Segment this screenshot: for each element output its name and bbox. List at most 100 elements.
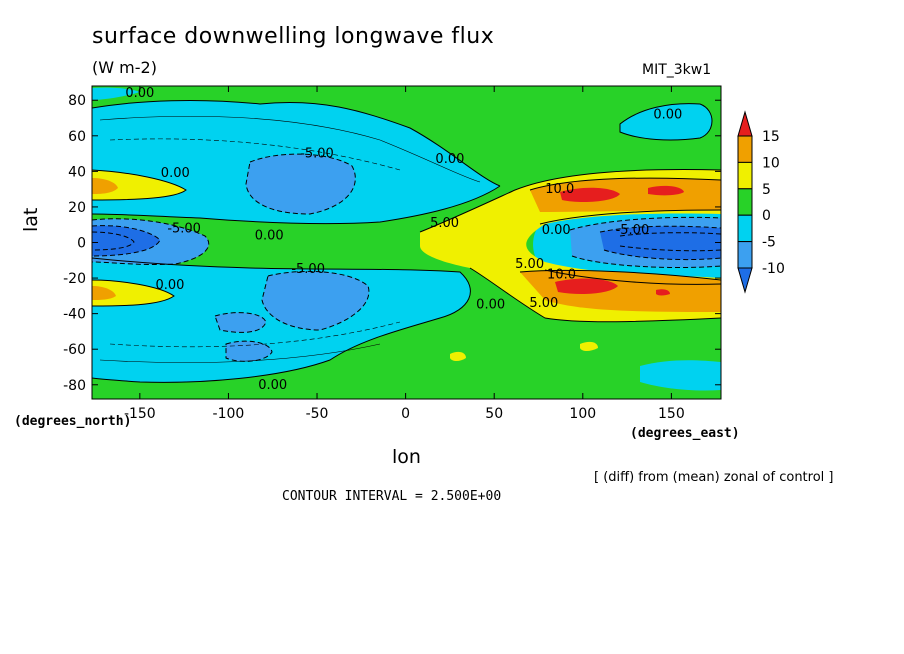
region-red-north-2 <box>648 185 684 196</box>
contour-line-negative <box>571 255 721 269</box>
contour-line <box>539 209 721 225</box>
contour-line-negative <box>92 225 161 257</box>
y-tick-label: 60 <box>68 129 86 145</box>
x-tick-label: -50 <box>306 406 329 422</box>
contour-line-negative <box>92 231 135 251</box>
region-yellow-spot-1 <box>450 351 466 361</box>
region-red-south-2 <box>656 289 670 296</box>
contour-value-label: 0.00 <box>155 278 184 293</box>
y-tick-label: 80 <box>68 93 86 109</box>
y-tick-label: 20 <box>68 200 86 216</box>
contour-line <box>92 100 501 187</box>
contour-line <box>92 185 501 225</box>
contour-value-label: -5.00 <box>616 223 650 238</box>
model-label: MIT_3kw1 <box>642 62 712 78</box>
region-cyan-nw-arctic <box>92 87 140 100</box>
x-tick-label: 0 <box>401 406 410 422</box>
contour-value-label: 0.00 <box>255 228 284 243</box>
contour-line <box>99 115 481 183</box>
y-tick-label: 0 <box>77 236 86 252</box>
colorbar-label: 0 <box>762 208 771 224</box>
y-unit-label: (degrees_north) <box>14 414 132 429</box>
x-unit-label: (degrees_east) <box>630 426 740 441</box>
contour-line <box>544 269 721 285</box>
contour-line-negative <box>109 138 401 171</box>
colorbar-swatch <box>737 135 753 163</box>
contour-line <box>92 257 471 383</box>
region-blue-south-west <box>215 312 266 333</box>
x-tick-label: 150 <box>658 406 685 422</box>
y-axis: 80 60 40 20 0 -20 -40 -60 -80 <box>63 93 721 394</box>
contour-line <box>92 169 187 201</box>
contour-value-label: 0.00 <box>476 298 505 313</box>
region-red-south <box>555 278 618 294</box>
colorbar-cap-bottom <box>737 267 753 294</box>
x-tick-label: 100 <box>569 406 596 422</box>
contour-line-negative <box>92 218 210 266</box>
x-axis: -150 -100 -50 0 50 100 150 <box>124 86 685 422</box>
colorbar-label: 15 <box>762 129 780 145</box>
plot-field: 0.00 0.00 -5.00 0.00 0.00 10.0 -5.00 5.00 0.00 0.… <box>92 86 721 399</box>
region-yellow-west-n <box>92 170 186 200</box>
region-blue-north-mid <box>246 154 356 214</box>
contour-line <box>469 267 721 323</box>
contour-line-negative <box>214 312 267 333</box>
contour-value-label: 0.00 <box>161 166 190 181</box>
contour-value-label: 0.00 <box>435 152 464 167</box>
colorbar-swatch <box>737 161 753 190</box>
y-tick-label: -80 <box>63 378 86 394</box>
contour-line <box>99 343 381 363</box>
contour-line-negative <box>599 225 721 233</box>
contour-value-label: 5.00 <box>529 296 558 311</box>
contour-line-negative <box>619 245 721 252</box>
contour-value-label: -5.00 <box>291 262 325 277</box>
x-tick-label: 50 <box>485 406 503 422</box>
contour-line-negative <box>261 270 370 331</box>
contour-line <box>92 279 175 307</box>
colorbar-label: 10 <box>762 155 780 171</box>
region-blue-south-low <box>226 341 272 362</box>
chart-units: (W m-2) <box>92 58 157 77</box>
contour-value-label: 0.00 <box>542 223 571 238</box>
colorbar-swatch <box>737 188 753 216</box>
colorbar-swatch <box>737 214 753 243</box>
y-tick-label: -60 <box>63 342 86 358</box>
region-orange-west-s <box>92 286 116 300</box>
contour-value-label: 10.0 <box>547 268 576 283</box>
contour-line <box>529 177 721 191</box>
x-tick-label: -150 <box>124 406 156 422</box>
contour-line-negative <box>225 340 273 362</box>
colorbar-label: -10 <box>762 261 785 277</box>
contour-line <box>519 269 721 281</box>
contour-value-label: 5.00 <box>515 257 544 272</box>
contour-value-label: 0.00 <box>653 107 682 122</box>
y-tick-label: -20 <box>63 271 86 287</box>
contour-value-label: 0.00 <box>258 378 287 393</box>
region-yellow-west-s <box>92 280 174 306</box>
contour-value-label: 5.00 <box>430 216 459 231</box>
contour-line <box>619 103 713 141</box>
region-blue-south-mid <box>262 271 369 330</box>
x-tick-label: -100 <box>213 406 245 422</box>
region-red-north-1 <box>560 187 620 202</box>
colorbar-swatch <box>737 241 753 269</box>
difference-note: [ (diff) from (mean) zonal of control ] <box>594 470 834 485</box>
colorbar-cap-top <box>737 110 753 137</box>
colorbar: 15 10 5 0 -5 -10 <box>737 110 785 294</box>
chart-title: surface downwelling longwave flux <box>92 24 495 49</box>
region-yellow-spot-2 <box>580 341 598 351</box>
contour-value-label: 0.00 <box>125 86 154 101</box>
y-tick-label: 40 <box>68 164 86 180</box>
contour-value-label: 10.0 <box>545 182 574 197</box>
contour-line <box>419 169 721 233</box>
y-tick-label: -40 <box>63 307 86 323</box>
region-cyan-south-east <box>640 360 721 391</box>
y-axis-label: lat <box>20 207 42 232</box>
colorbar-label: -5 <box>762 235 776 251</box>
contour-line-negative <box>619 232 721 237</box>
region-orange-west-n <box>92 178 118 194</box>
x-axis-label: lon <box>392 446 421 468</box>
contour-value-label: -5.00 <box>167 221 201 236</box>
colorbar-label: 5 <box>762 182 771 198</box>
